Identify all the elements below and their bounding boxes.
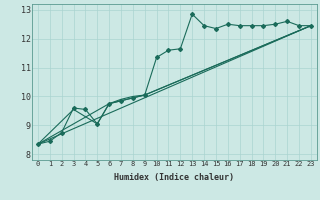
X-axis label: Humidex (Indice chaleur): Humidex (Indice chaleur) xyxy=(115,173,234,182)
